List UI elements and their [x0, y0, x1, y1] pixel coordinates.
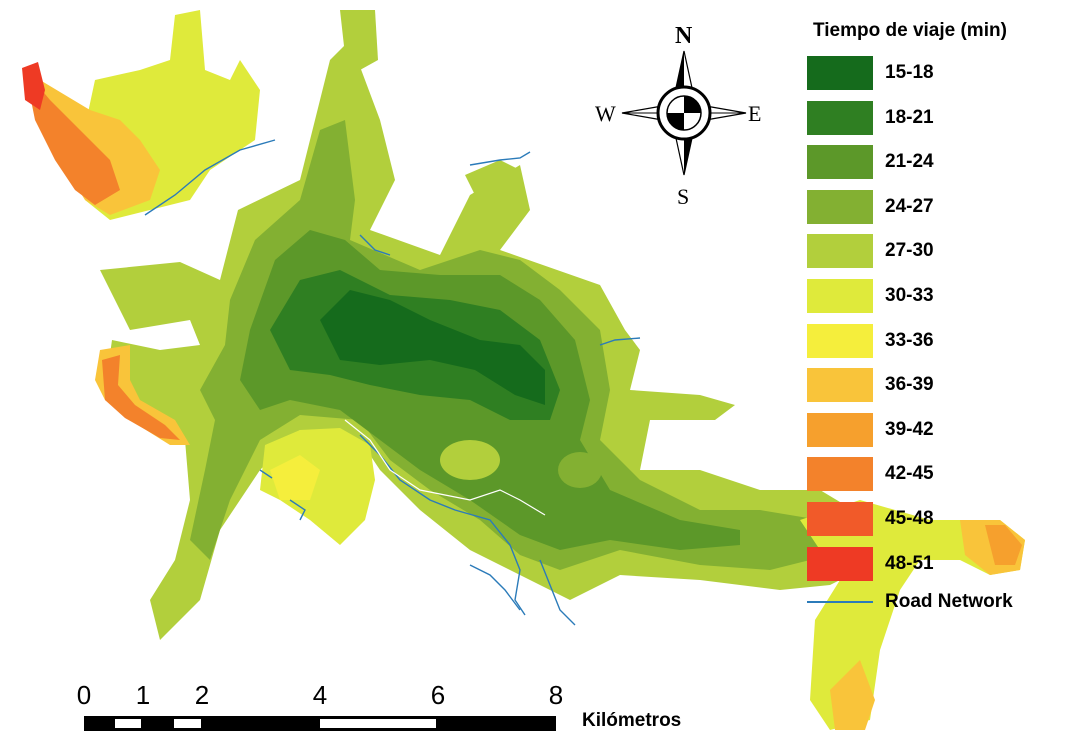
legend-swatch [807, 234, 873, 269]
legend-swatch [807, 412, 873, 447]
scale-tick-label: 6 [430, 680, 446, 710]
legend: Tiempo de viaje (min) 15-18 18-21 21-24 24-… [807, 20, 1057, 612]
scale-tick-label: 0 [76, 680, 92, 710]
legend-item: 21-24 [807, 144, 934, 180]
legend-item: 30-33 [807, 278, 934, 314]
scale-bar [84, 716, 556, 731]
legend-label: 39-42 [885, 418, 934, 440]
legend-title: Tiempo de viaje (min) [813, 20, 1007, 41]
zone-15-18 [320, 290, 545, 405]
legend-label: 27-30 [885, 240, 934, 262]
zone-27-30-inner [440, 440, 500, 480]
legend-swatch [807, 323, 873, 358]
legend-swatch [807, 145, 873, 180]
legend-label: 33-36 [885, 329, 934, 351]
legend-label: 18-21 [885, 106, 934, 128]
compass-north-label: N [675, 23, 693, 49]
compass-west-label: W [595, 101, 616, 126]
north-finger [340, 10, 378, 70]
legend-item: 39-42 [807, 412, 934, 448]
compass-east-label: E [748, 101, 761, 126]
legend-label: 30-33 [885, 285, 934, 306]
legend-item: 36-39 [807, 367, 934, 403]
legend-label: 15-18 [885, 62, 934, 83]
road-network [144, 139, 641, 626]
compass-rose: N S W E [595, 23, 761, 209]
legend-swatch [807, 279, 873, 313]
legend-swatch [807, 100, 873, 135]
legend-label: 36-39 [885, 374, 934, 396]
scale-segment-3 [320, 719, 436, 728]
travel-time-zones [100, 40, 880, 640]
legend-swatch [807, 457, 873, 492]
legend-item: 24-27 [807, 189, 934, 225]
road-line-swatch [807, 601, 873, 604]
legend-label-road: Road Network [885, 591, 1013, 613]
west-lobe [95, 345, 190, 445]
south-light-area-yellow [270, 455, 320, 500]
legend-item: 15-18 [807, 55, 934, 91]
scale-unit-label: Kilómetros [582, 710, 682, 731]
scale-tick-label: 2 [194, 680, 210, 710]
legend-item-road: Road Network [807, 584, 1013, 620]
legend-swatch [807, 546, 873, 581]
legend-item: 18-21 [807, 100, 934, 136]
north-finger-2 [465, 160, 520, 205]
legend-item: 42-45 [807, 456, 934, 492]
south-light-area [260, 428, 375, 545]
scale-tick-label: 1 [135, 680, 151, 710]
legend-label: 24-27 [885, 195, 934, 217]
legend-item: 45-48 [807, 501, 934, 537]
legend-swatch [807, 502, 873, 536]
legend-swatch [807, 56, 873, 90]
legend-label: 42-45 [885, 463, 934, 485]
northwest-lobe [22, 10, 260, 220]
legend-swatch [807, 189, 873, 224]
scale-tick-label: 4 [312, 680, 328, 710]
legend-label: 21-24 [885, 151, 934, 173]
scale-segment-1 [115, 719, 141, 728]
legend-swatch [807, 368, 873, 403]
legend-item: 48-51 [807, 546, 934, 582]
legend-item: 33-36 [807, 323, 934, 359]
zone-24-27-inner [558, 452, 602, 488]
legend-item: 27-30 [807, 233, 934, 269]
compass-south-label: S [677, 184, 689, 209]
white-channel [344, 419, 546, 516]
legend-label: 48-51 [885, 552, 934, 574]
scale-segment-2 [174, 719, 201, 728]
legend-label: 45-48 [885, 508, 934, 529]
scale-tick-label: 8 [548, 680, 564, 710]
